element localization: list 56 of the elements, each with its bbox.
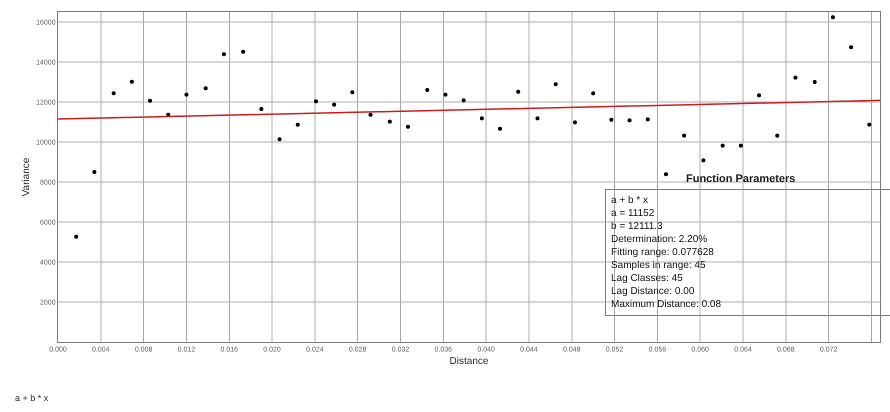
point [148,98,152,103]
point [259,107,264,111]
point [204,86,208,90]
point [682,134,686,138]
annotation: Lag Distance: 0.00 [611,286,695,297]
point [554,82,558,86]
point [462,98,466,102]
x-axis-title: Distance [450,356,489,367]
point [867,122,872,127]
point [332,102,336,107]
point [591,91,596,96]
annotation: b = 12111.3 [611,221,664,232]
point [443,92,448,97]
annotation: Lag Classes: 45 [611,273,684,284]
point [184,92,188,97]
point [222,52,226,56]
point [516,90,520,94]
point [425,88,430,92]
point [609,118,614,122]
point [130,80,134,84]
point [498,126,502,131]
text: a + b * x [15,393,49,403]
point [112,91,116,96]
point [314,99,318,104]
point [92,170,96,174]
annotation: a + b * x [611,195,648,206]
point [388,120,392,124]
point [368,112,373,117]
point [646,117,650,122]
annotation: Determination: 2.20% [611,234,708,245]
point [701,158,706,162]
point [664,172,668,176]
point [406,124,410,129]
point [720,144,725,148]
point [74,234,78,239]
point [296,122,300,127]
annotation: Maximum Distance: 0.08 [611,299,722,310]
point [628,118,632,122]
point [830,15,835,20]
point [572,120,577,124]
point [278,137,282,142]
point [775,134,780,138]
point [849,45,854,50]
point [480,116,484,120]
point [738,144,743,148]
y-axis-title: Variance [21,157,32,196]
point [793,76,798,80]
point [241,50,246,54]
point [350,90,354,94]
point [757,93,762,98]
point [812,80,817,84]
point [536,116,540,120]
annotation: Fitting range: 0.077628 [611,247,714,258]
annotation: Samples in range: 45 [611,260,706,271]
annotation: Function Parameters [686,173,796,185]
annotation: a = 11152 [611,208,655,219]
